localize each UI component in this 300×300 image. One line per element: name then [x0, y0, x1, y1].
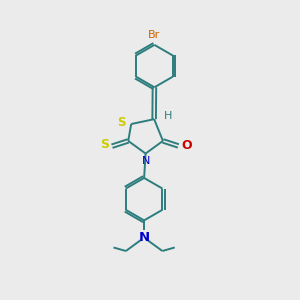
- Text: Br: Br: [148, 30, 160, 40]
- Text: H: H: [164, 111, 172, 121]
- Text: N: N: [141, 156, 150, 166]
- Text: S: S: [100, 138, 109, 151]
- Text: O: O: [181, 140, 192, 152]
- Text: S: S: [117, 116, 126, 129]
- Text: N: N: [139, 231, 150, 244]
